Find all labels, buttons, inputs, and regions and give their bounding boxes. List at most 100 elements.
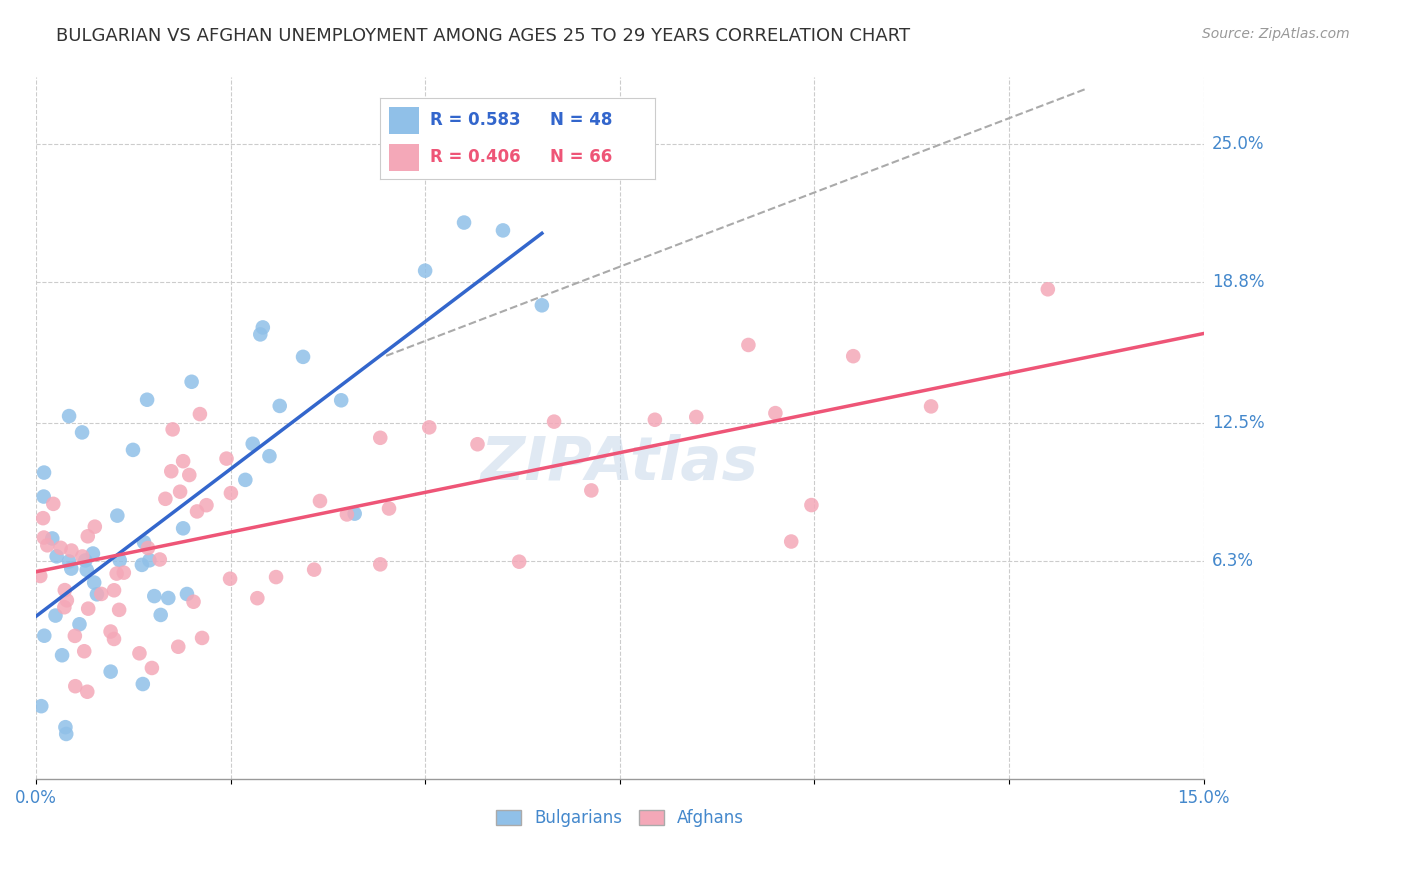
- Point: [51, 648, 73, 663]
- Point: [60, 543, 83, 558]
- Point: [41, 532, 63, 546]
- Point: [82, 547, 104, 561]
- Point: [233, 473, 256, 487]
- Point: [30, 699, 52, 714]
- Text: Source: ZipAtlas.com: Source: ZipAtlas.com: [1202, 27, 1350, 41]
- Point: [180, 375, 202, 389]
- Point: [58, 554, 80, 568]
- Point: [32, 490, 55, 504]
- Point: [56, 593, 79, 607]
- Point: [176, 587, 198, 601]
- Point: [418, 420, 440, 434]
- Point: [32, 629, 55, 643]
- Point: [49, 541, 72, 555]
- Point: [138, 553, 160, 567]
- Point: [172, 521, 194, 535]
- Point: [105, 566, 128, 581]
- Point: [169, 484, 191, 499]
- Point: [108, 603, 131, 617]
- Legend: Bulgarians, Afghans: Bulgarians, Afghans: [489, 803, 751, 834]
- Point: [58, 409, 80, 423]
- Point: [128, 646, 150, 660]
- Point: [1036, 282, 1059, 296]
- Point: [179, 468, 201, 483]
- Point: [191, 631, 214, 645]
- Point: [100, 624, 122, 639]
- Point: [44, 608, 66, 623]
- Point: [136, 541, 159, 555]
- Point: [53, 600, 76, 615]
- Point: [32, 531, 55, 545]
- Point: [264, 570, 287, 584]
- Point: [249, 327, 271, 342]
- Point: [581, 483, 603, 498]
- Point: [55, 727, 77, 741]
- Point: [336, 508, 359, 522]
- Text: 6.3%: 6.3%: [1212, 551, 1254, 570]
- Text: ZIPAtlas: ZIPAtlas: [481, 434, 759, 492]
- Point: [149, 607, 172, 622]
- Text: 12.5%: 12.5%: [1212, 414, 1264, 432]
- Point: [252, 320, 274, 334]
- Point: [172, 454, 194, 468]
- Point: [219, 486, 242, 500]
- Point: [75, 553, 97, 567]
- Point: [73, 644, 96, 658]
- Point: [162, 422, 184, 436]
- Point: [160, 464, 183, 478]
- Point: [368, 558, 391, 572]
- Point: [72, 549, 94, 564]
- Text: 18.8%: 18.8%: [1212, 273, 1264, 292]
- Point: [141, 661, 163, 675]
- Point: [763, 406, 786, 420]
- Point: [685, 409, 707, 424]
- Point: [780, 534, 803, 549]
- Point: [309, 494, 332, 508]
- Point: [132, 677, 155, 691]
- Text: 25.0%: 25.0%: [1212, 136, 1264, 153]
- Point: [69, 617, 91, 632]
- Point: [76, 563, 98, 577]
- Point: [920, 400, 942, 414]
- Point: [100, 665, 122, 679]
- Point: [131, 558, 153, 572]
- Point: [60, 561, 83, 575]
- Text: BULGARIAN VS AFGHAN UNEMPLOYMENT AMONG AGES 25 TO 29 YEARS CORRELATION CHART: BULGARIAN VS AFGHAN UNEMPLOYMENT AMONG A…: [56, 27, 910, 45]
- Point: [368, 431, 391, 445]
- Point: [330, 393, 353, 408]
- Point: [157, 591, 180, 605]
- Point: [737, 338, 759, 352]
- Point: [42, 497, 65, 511]
- Point: [83, 575, 105, 590]
- Point: [215, 451, 238, 466]
- Point: [149, 552, 172, 566]
- Point: [136, 392, 159, 407]
- Point: [302, 563, 325, 577]
- Point: [76, 684, 98, 698]
- Point: [65, 679, 87, 693]
- Point: [186, 504, 208, 518]
- Point: [492, 223, 515, 237]
- Point: [70, 425, 93, 440]
- Point: [188, 407, 211, 421]
- Point: [112, 566, 135, 580]
- Point: [53, 583, 76, 598]
- Point: [644, 413, 666, 427]
- Point: [122, 442, 145, 457]
- Point: [343, 507, 366, 521]
- Point: [467, 437, 489, 451]
- Point: [530, 298, 553, 312]
- Point: [77, 601, 100, 615]
- Point: [86, 587, 108, 601]
- Point: [259, 449, 281, 463]
- Point: [508, 555, 530, 569]
- Point: [269, 399, 291, 413]
- Point: [83, 519, 105, 533]
- Point: [195, 498, 218, 512]
- Point: [63, 629, 86, 643]
- Point: [800, 498, 823, 512]
- Point: [132, 535, 155, 549]
- Point: [105, 508, 128, 523]
- Point: [37, 538, 59, 552]
- Point: [543, 415, 565, 429]
